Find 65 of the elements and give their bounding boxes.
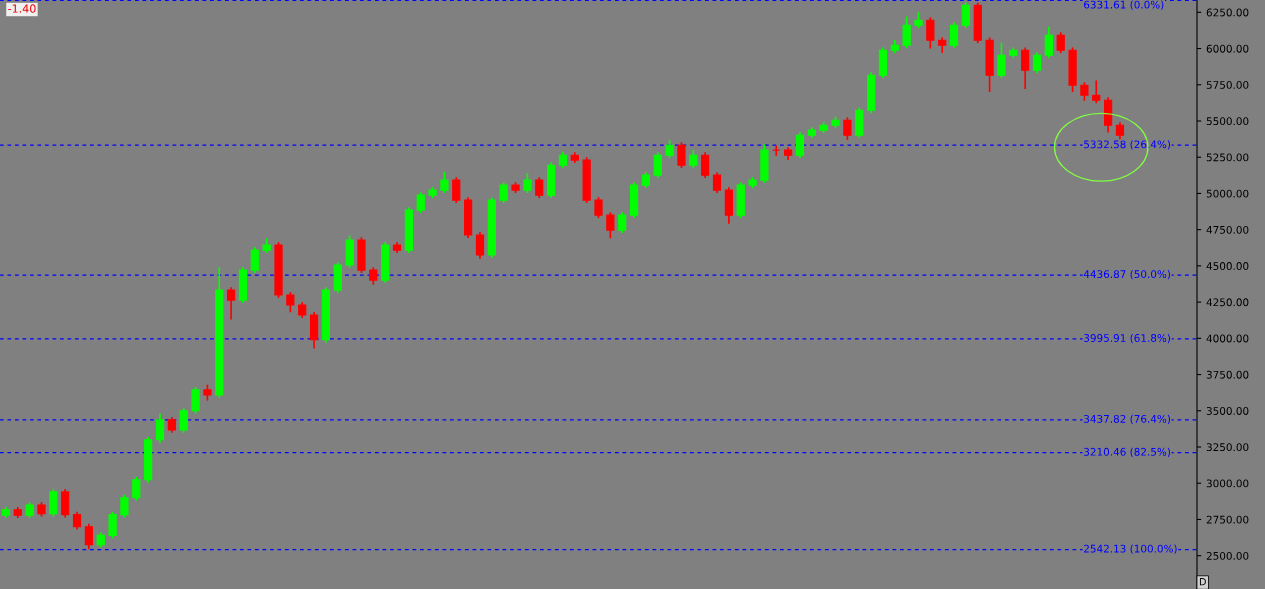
candlestick [49,488,58,518]
y-tick-label: 3000.00 [1206,479,1249,488]
candlestick [120,493,129,519]
y-tick-label: 4000.00 [1206,334,1249,343]
y-tick-label: 6250.00 [1206,8,1249,17]
candlestick [499,181,508,204]
candlestick [132,476,141,502]
candlestick [961,1,971,29]
candlestick [606,211,615,240]
candlestick [61,488,70,519]
candlestick [594,196,603,219]
y-tick-label: 2750.00 [1206,515,1249,524]
candlestick [1032,51,1042,75]
y-tick-label: 5250.00 [1206,153,1249,162]
ref-line-label: 3210.46 (82.5%) [1084,447,1170,457]
ref-line-label: 4436.87 (50.0%) [1083,270,1170,280]
candlestick [1044,25,1053,59]
candlestick [250,246,259,274]
y-tick-label: 4750.00 [1206,225,1249,234]
candlestick [452,176,461,204]
candlestick [902,15,911,49]
candlestick [926,16,935,50]
candlestick [440,170,449,194]
candlestick [475,231,485,260]
candlestick [535,176,544,199]
candlestick [689,149,698,169]
candlestick [653,151,662,179]
candlestick [701,151,710,179]
ref-line-label: 6331.61 (0.0%) [1084,0,1164,10]
y-tick-label: 5750.00 [1206,80,1249,89]
candlestick [191,386,200,415]
candlestick [1092,79,1101,105]
candlestick [665,138,674,159]
candlestick [108,510,117,540]
ref-line-label: 2542.13 (100.0%) [1084,544,1177,554]
candlestick [226,286,236,321]
candlestick [795,131,805,159]
ref-line-label: 3995.91 (61.8%) [1084,333,1170,344]
candlestick [179,407,188,434]
candlestick [712,171,722,194]
y-tick-label: 6000.00 [1206,44,1249,53]
candlestick [523,172,532,194]
y-tick-label: 3250.00 [1206,443,1249,452]
candlestick [843,116,852,141]
candlestick [1080,81,1089,102]
ref-line-label: 3437.82 (76.4%) [1084,414,1170,425]
candlestick [1021,46,1030,90]
y-tick-label: 2500.00 [1206,551,1249,560]
candlestick [286,291,295,314]
y-tick-label: 4250.00 [1206,298,1249,307]
candlestick [1056,31,1065,55]
candlestick [416,191,425,214]
annotation: -1.40 [8,4,36,13]
y-tick-label: 3500.00 [1206,407,1249,415]
candlestick [997,41,1006,79]
text: D [1199,578,1206,586]
candlestick [677,141,686,169]
y-tick-label: 4500.00 [1206,262,1249,270]
candlestick [949,21,959,49]
candlestick [618,211,627,234]
candlestick [155,412,165,444]
y-tick-label: 5500.00 [1206,117,1249,126]
y-tick-label: 3750.00 [1206,370,1249,379]
y-tick-label: 5000.00 [1206,189,1249,198]
candlestick [84,522,93,550]
